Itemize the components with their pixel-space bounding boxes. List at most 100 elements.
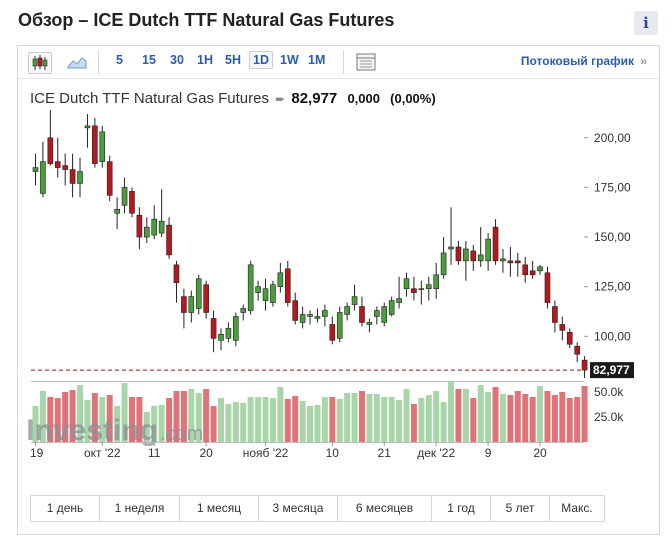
candle-down bbox=[292, 300, 299, 321]
candle-up bbox=[218, 334, 224, 341]
volume-bar bbox=[277, 387, 284, 442]
candle-down bbox=[62, 165, 68, 170]
candle-up bbox=[307, 314, 313, 317]
volume-bar bbox=[433, 391, 440, 442]
volume-bar bbox=[255, 397, 262, 442]
streaming-chart-label: Потоковый график bbox=[520, 54, 634, 68]
x-tick-label: дек '22 bbox=[417, 446, 455, 460]
range-1d-button[interactable]: 1 день bbox=[31, 496, 100, 521]
last-price-tag bbox=[590, 362, 634, 379]
candle-up bbox=[388, 300, 395, 315]
range-3m-button[interactable]: 3 месяца bbox=[259, 496, 338, 521]
interval-1h-button[interactable]: 1H bbox=[197, 53, 213, 67]
candle-down bbox=[69, 169, 76, 184]
candle-up bbox=[270, 284, 276, 303]
volume-bar bbox=[462, 389, 469, 442]
volume-bar bbox=[247, 397, 254, 442]
candle-down bbox=[566, 332, 573, 345]
price-change-percent: (0,00%) bbox=[390, 91, 436, 106]
volume-bar bbox=[195, 393, 202, 442]
volume-bar bbox=[440, 402, 447, 442]
interval-5m-button[interactable]: 5 bbox=[116, 53, 123, 67]
info-button[interactable]: i bbox=[634, 11, 658, 35]
candle-down bbox=[529, 270, 536, 276]
candlestick-chart-icon[interactable] bbox=[28, 52, 52, 74]
candle-up bbox=[262, 288, 269, 301]
candle-up bbox=[314, 316, 321, 319]
volume-bar bbox=[62, 392, 69, 442]
x-tick-label: 11 bbox=[148, 446, 161, 460]
range-6m-button[interactable]: 6 месяцев bbox=[338, 496, 432, 521]
volume-bar bbox=[544, 391, 551, 442]
volume-bar bbox=[151, 406, 158, 442]
x-tick-label: 10 bbox=[326, 446, 340, 460]
volume-tick-label: 25.0k bbox=[594, 410, 624, 424]
candle-up bbox=[121, 187, 128, 206]
volume-bar bbox=[336, 399, 343, 442]
candle-up bbox=[40, 161, 46, 194]
range-max-button[interactable]: Макс. bbox=[561, 501, 593, 515]
area-chart-icon[interactable] bbox=[66, 52, 88, 72]
volume-bar bbox=[47, 397, 54, 442]
volume-bar bbox=[54, 398, 61, 442]
streaming-chart-link[interactable]: Потоковый график » bbox=[521, 54, 647, 68]
volume-bar bbox=[403, 389, 410, 442]
right-arrow-icon: ➨ bbox=[275, 92, 286, 106]
candle-up bbox=[381, 306, 388, 323]
interval-5h-button[interactable]: 5H bbox=[225, 53, 241, 67]
candle-down bbox=[359, 306, 365, 323]
page-title: Обзор – ICE Dutch TTF Natural Gas Future… bbox=[18, 10, 395, 30]
double-chevron-right-icon: » bbox=[640, 54, 647, 68]
volume-bar bbox=[240, 403, 247, 442]
candle-up bbox=[77, 171, 83, 184]
volume-bar bbox=[418, 398, 425, 442]
volume-bar bbox=[381, 397, 388, 442]
y-tick-label: 100,00 bbox=[594, 329, 631, 343]
candle-down bbox=[166, 224, 172, 256]
volume-bar bbox=[537, 386, 544, 442]
range-1m-button[interactable]: 1 месяц bbox=[180, 496, 259, 521]
volume-bar bbox=[39, 391, 46, 442]
price-chart[interactable]: Investing .com 100,00 125,00 150,00 175,00 2… bbox=[18, 46, 659, 491]
volume-bar bbox=[143, 412, 150, 442]
range-1w-button[interactable]: 1 неделя bbox=[100, 496, 180, 521]
interval-1w-button[interactable]: 1W bbox=[280, 53, 299, 67]
candle-up bbox=[396, 298, 402, 303]
volume-bar bbox=[210, 406, 217, 442]
candle-down bbox=[492, 226, 499, 262]
table-view-icon[interactable] bbox=[355, 52, 377, 72]
candle-up bbox=[240, 308, 247, 313]
volume-bar bbox=[507, 395, 514, 442]
interval-30m-button[interactable]: 30 bbox=[170, 53, 184, 67]
y-tick-label: 150,00 bbox=[594, 230, 631, 244]
volume-bar bbox=[180, 391, 187, 442]
candle-down bbox=[544, 272, 551, 303]
price-change: 0,000 bbox=[347, 91, 380, 106]
range-1y-button[interactable]: 1 год bbox=[432, 496, 491, 521]
candle-up bbox=[144, 226, 150, 238]
volume-bar bbox=[106, 395, 113, 442]
interval-1d-button[interactable]: 1D bbox=[249, 51, 273, 69]
volume-bar bbox=[69, 390, 76, 442]
interval-15m-button[interactable]: 15 bbox=[142, 53, 156, 67]
candle-up bbox=[114, 208, 120, 214]
candle-up bbox=[32, 167, 39, 172]
candle-down bbox=[203, 284, 209, 313]
candle-up bbox=[225, 328, 232, 339]
candle-down bbox=[581, 359, 588, 371]
volume-bar bbox=[203, 389, 210, 442]
candle-up bbox=[485, 238, 491, 262]
volume-bar bbox=[114, 406, 121, 442]
volume-bar bbox=[514, 391, 521, 442]
candle-up bbox=[158, 220, 165, 234]
interval-1m-button[interactable]: 1M bbox=[308, 53, 326, 67]
volume-bar bbox=[329, 397, 336, 442]
investing-watermark-suffix: .com bbox=[160, 423, 203, 445]
candle-down bbox=[411, 288, 417, 293]
range-5y-button[interactable]: 5 лет bbox=[491, 496, 550, 521]
candle-down bbox=[470, 250, 477, 262]
candle-down bbox=[136, 214, 143, 238]
x-tick-label: 21 bbox=[378, 446, 392, 460]
volume-bar bbox=[470, 398, 477, 442]
x-tick-label: окт '22 bbox=[84, 446, 121, 460]
